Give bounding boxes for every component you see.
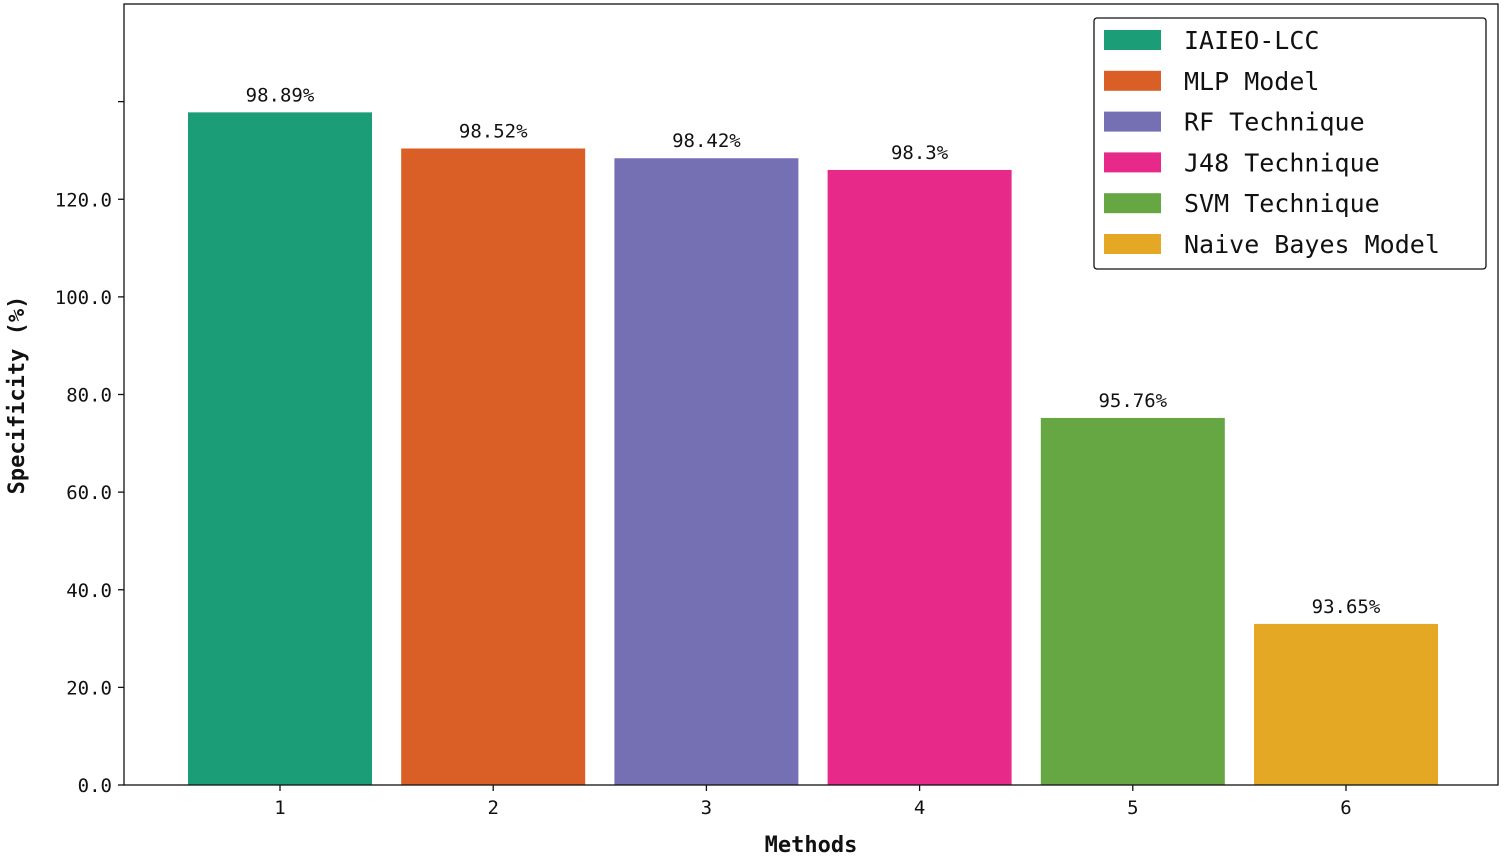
legend-label: SVM Technique	[1184, 189, 1380, 218]
legend-label: MLP Model	[1184, 67, 1319, 96]
legend-swatch	[1104, 152, 1161, 173]
bar-1	[188, 112, 372, 785]
y-tick-label: 60.0	[66, 482, 112, 504]
y-tick-label: 40.0	[66, 580, 112, 602]
legend-label: J48 Technique	[1184, 148, 1380, 177]
y-tick-label: 120.0	[55, 189, 112, 211]
x-tick-label: 3	[701, 797, 712, 819]
legend-frame	[1093, 17, 1487, 270]
y-tick-label: 0.0	[78, 775, 112, 797]
data-label-5: 95.76%	[1098, 390, 1167, 412]
legend: IAIEO-LCC MLP Model RF Technique J48 Techni…	[1093, 17, 1487, 270]
legend-swatch	[1104, 70, 1161, 91]
data-label-2: 98.52%	[459, 120, 528, 142]
data-label-1: 98.89%	[246, 84, 315, 106]
x-axis-ticks: 1 2 3 4 5 6	[274, 785, 1352, 819]
legend-label: IAIEO-LCC	[1184, 26, 1319, 55]
x-tick-label: 5	[1127, 797, 1138, 819]
data-label-3: 98.42%	[672, 130, 741, 152]
x-tick-label: 4	[914, 797, 925, 819]
legend-swatch	[1104, 234, 1161, 254]
legend-swatch	[1104, 111, 1161, 132]
bar-3	[614, 158, 799, 785]
y-axis-ticks: 0.0 20.0 40.0 60.0 80.0 100.0 120.0	[55, 100, 124, 797]
legend-swatch	[1104, 193, 1161, 214]
data-label-6: 93.65%	[1312, 596, 1381, 618]
data-labels-layer: 98.89% 98.52% 98.42% 98.3% 95.76% 93.65%	[246, 84, 1381, 618]
bar-5	[1040, 417, 1225, 785]
x-tick-label: 2	[487, 797, 498, 819]
bars-layer	[188, 112, 1438, 786]
y-axis-title: Specificity (%)	[5, 296, 30, 495]
legend-label: Naive Bayes Model	[1184, 230, 1440, 259]
x-tick-label: 1	[274, 797, 285, 819]
legend-label: RF Technique	[1184, 108, 1365, 137]
legend-items: IAIEO-LCC MLP Model RF Technique J48 Techni…	[1104, 26, 1440, 259]
bar-6	[1254, 623, 1438, 785]
y-tick-label: 20.0	[66, 677, 112, 699]
legend-swatch	[1104, 30, 1161, 50]
bar-4	[827, 169, 1012, 785]
bar-2	[401, 148, 586, 786]
x-axis-title: Methods	[765, 833, 858, 857]
y-tick-label: 100.0	[55, 287, 112, 309]
x-tick-label: 6	[1340, 797, 1351, 819]
y-tick-label: 80.0	[66, 385, 112, 407]
data-label-4: 98.3%	[891, 142, 949, 164]
